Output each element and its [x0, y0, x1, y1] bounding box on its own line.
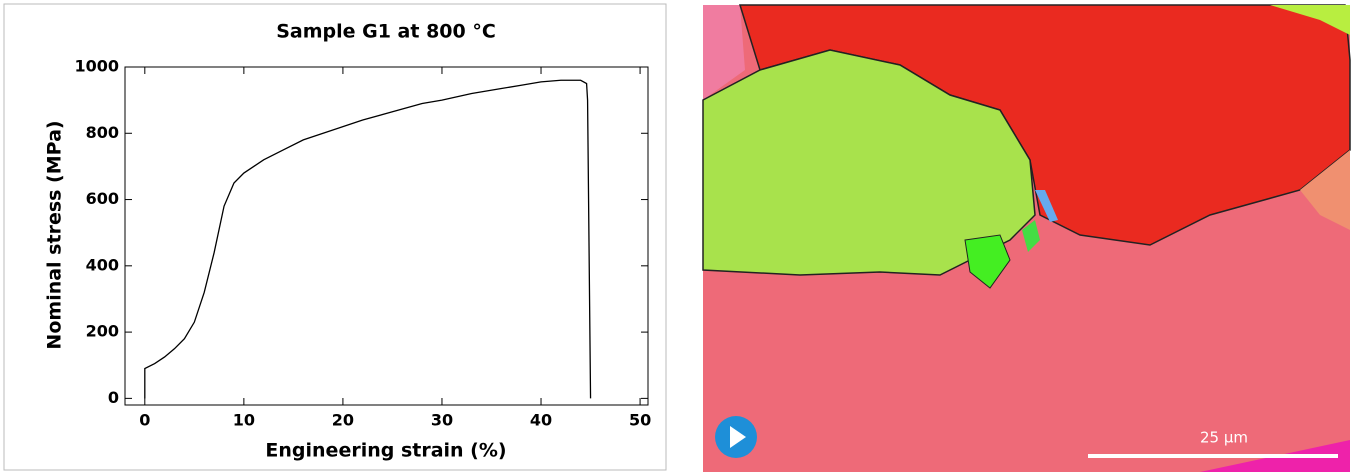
- y-tick-label: 800: [86, 123, 119, 142]
- grain-tiny-green: [1022, 220, 1040, 252]
- x-axis-label: Engineering strain (%): [265, 440, 506, 462]
- grain-pink-light: [703, 5, 745, 100]
- stress-strain-curve: [144, 79, 592, 399]
- y-tick-label: 400: [86, 255, 119, 274]
- plot-frame: [124, 66, 649, 406]
- x-tick-label: 50: [629, 411, 651, 430]
- grain-small-green: [964, 234, 1011, 289]
- y-tick-label: 200: [86, 322, 119, 341]
- x-tick-label: 10: [233, 411, 255, 430]
- chart-title: Sample G1 at 800 °C: [276, 21, 496, 43]
- y-tick-label: 0: [108, 388, 119, 407]
- x-tick-label: 0: [139, 411, 150, 430]
- x-tick-label: 20: [332, 411, 354, 430]
- chart-panel: [3, 3, 667, 471]
- x-tick-label: 30: [431, 411, 453, 430]
- scale-bar-label: 25 µm: [1200, 429, 1248, 447]
- grain-orange: [1300, 150, 1350, 230]
- y-axis-label: Nominal stress (MPa): [44, 120, 66, 349]
- y-tick-label: 600: [86, 189, 119, 208]
- grain-green-corner: [1270, 5, 1350, 35]
- grain-blue: [1035, 190, 1058, 222]
- grain-green: [702, 49, 1036, 276]
- y-tick-label: 1000: [74, 57, 119, 76]
- play-icon[interactable]: [730, 426, 746, 448]
- micrograph: 25 µm: [702, 4, 1351, 472]
- x-tick-label: 40: [530, 411, 552, 430]
